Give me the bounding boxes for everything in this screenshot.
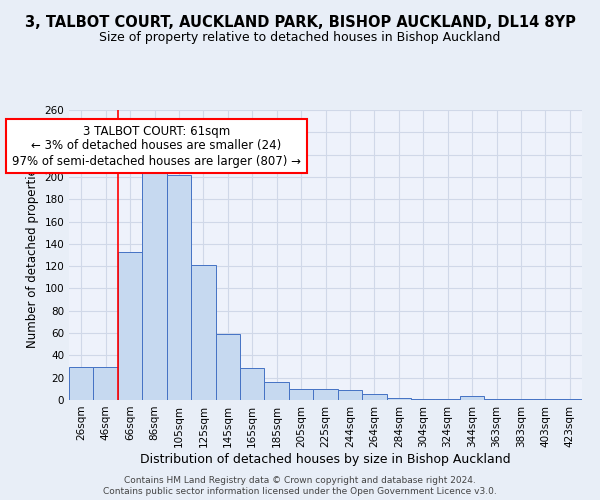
Bar <box>436 399 460 400</box>
Bar <box>191 265 215 400</box>
Bar <box>509 399 533 400</box>
Bar <box>167 174 191 400</box>
Bar <box>484 399 509 400</box>
Bar <box>411 399 436 400</box>
Text: 3 TALBOT COURT: 61sqm
← 3% of detached houses are smaller (24)
97% of semi-detac: 3 TALBOT COURT: 61sqm ← 3% of detached h… <box>12 124 301 168</box>
Bar <box>313 389 338 400</box>
Bar <box>240 368 265 400</box>
Bar <box>69 366 94 400</box>
Bar <box>265 382 289 400</box>
Y-axis label: Number of detached properties: Number of detached properties <box>26 162 39 348</box>
Bar <box>460 396 484 400</box>
Bar <box>557 399 582 400</box>
Bar <box>338 390 362 400</box>
Text: Contains HM Land Registry data © Crown copyright and database right 2024.: Contains HM Land Registry data © Crown c… <box>124 476 476 485</box>
Bar <box>118 252 142 400</box>
Text: 3, TALBOT COURT, AUCKLAND PARK, BISHOP AUCKLAND, DL14 8YP: 3, TALBOT COURT, AUCKLAND PARK, BISHOP A… <box>25 15 575 30</box>
X-axis label: Distribution of detached houses by size in Bishop Auckland: Distribution of detached houses by size … <box>140 452 511 466</box>
Text: Contains public sector information licensed under the Open Government Licence v3: Contains public sector information licen… <box>103 488 497 496</box>
Bar <box>142 169 167 400</box>
Text: Size of property relative to detached houses in Bishop Auckland: Size of property relative to detached ho… <box>100 31 500 44</box>
Bar <box>533 399 557 400</box>
Bar <box>289 389 313 400</box>
Bar <box>362 394 386 400</box>
Bar <box>386 398 411 400</box>
Bar <box>94 366 118 400</box>
Bar <box>215 334 240 400</box>
